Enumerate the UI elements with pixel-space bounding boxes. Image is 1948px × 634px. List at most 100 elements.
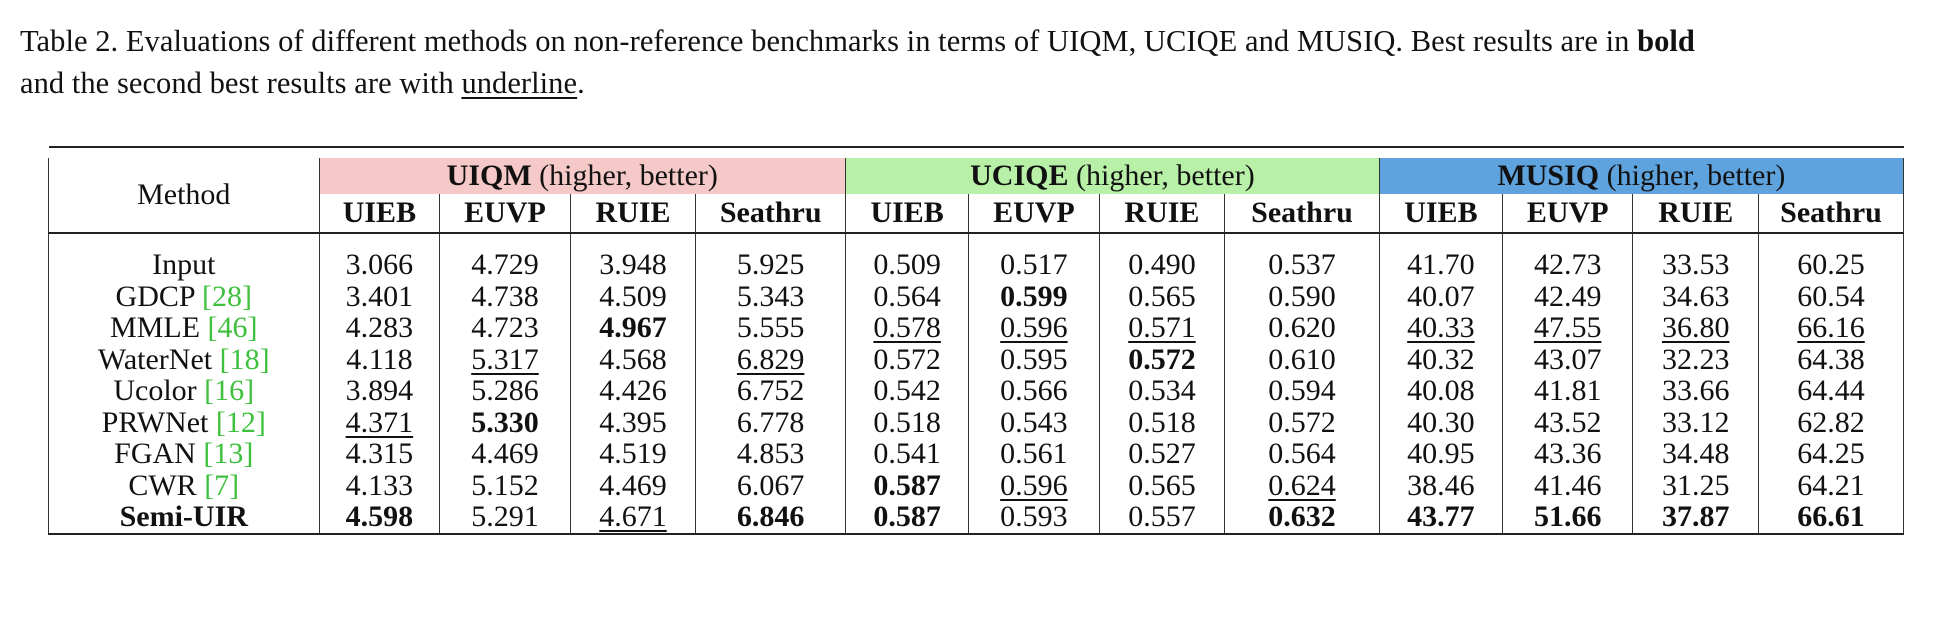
value-cell: 60.25: [1758, 248, 1904, 282]
metric-value: 4.853: [736, 437, 805, 471]
table-row: WaterNet [18] 4.118 5.317 4.568 6.829 0.572 0.…: [48, 342, 1904, 376]
citation-link[interactable]: [28]: [201, 279, 252, 313]
metric-value: 5.286: [471, 374, 539, 408]
metric-value: 6.067: [736, 468, 805, 502]
value-cell: 0.509: [845, 248, 969, 282]
metric-value: 0.578: [873, 311, 941, 345]
metric-value: 60.25: [1797, 248, 1865, 282]
subcol-uiqm-uieb: UIEB: [318, 194, 440, 234]
method-name-cell: WaterNet [18]: [48, 342, 320, 376]
table-row: Input 3.066 4.729 3.948 5.925 0.509 0.517 0.490…: [48, 248, 1904, 282]
value-cell: 40.95: [1378, 438, 1503, 470]
metric-value: 0.509: [873, 248, 941, 282]
metric-value: 0.543: [1000, 405, 1068, 439]
metric-value: 0.594: [1268, 374, 1336, 408]
value-cell: 5.343: [695, 279, 846, 313]
method-name-cell: Ucolor [16]: [48, 374, 320, 408]
value-cell: 0.594: [1224, 374, 1380, 408]
citation-link[interactable]: [7]: [204, 468, 240, 502]
value-cell: 0.572: [1224, 406, 1380, 438]
citation-link[interactable]: [18]: [219, 342, 270, 376]
value-cell: 42.49: [1501, 280, 1633, 312]
value-cell: 0.565: [1098, 468, 1225, 502]
value-cell: 5.152: [439, 469, 571, 501]
metric-value: 4.469: [471, 437, 539, 471]
metric-value: 0.632: [1268, 500, 1336, 534]
metric-value: 64.21: [1797, 468, 1865, 502]
subcol-uciqe-uieb: UIEB: [845, 194, 969, 234]
table-row: PRWNet [12] 4.371 5.330 4.395 6.778 0.518 0.54…: [48, 405, 1904, 439]
value-cell: 4.133: [318, 469, 440, 501]
metric-value: 6.752: [736, 374, 805, 408]
value-cell: 4.118: [318, 343, 440, 375]
subcol-uciqe-ruie: RUIE: [1098, 194, 1225, 234]
metric-value: 33.53: [1661, 248, 1730, 282]
metric-value: 0.517: [1000, 248, 1068, 282]
method-name: GDCP: [115, 279, 202, 313]
table-row: CWR [7] 4.133 5.152 4.469 6.067 0.587 0.596 0.5…: [48, 468, 1904, 502]
metric-value: 6.829: [736, 342, 805, 376]
method-name: CWR: [128, 468, 205, 502]
metric-value: 5.555: [736, 311, 805, 345]
method-name: PRWNet: [101, 405, 216, 439]
metric-value: 0.566: [1000, 374, 1068, 408]
metric-value: 5.343: [736, 279, 805, 313]
caption-text: Evaluations of different methods on non-…: [118, 24, 1638, 58]
value-cell: 0.534: [1098, 375, 1225, 407]
value-cell: 4.509: [569, 280, 696, 312]
metric-value: 4.315: [345, 437, 414, 471]
value-cell: 4.283: [318, 312, 440, 344]
value-cell: 0.537: [1224, 249, 1380, 281]
results-table: Method UIQM (higher, better) UCIQE (high…: [48, 146, 1905, 539]
value-cell: 0.572: [845, 343, 969, 375]
value-cell: 37.87: [1632, 501, 1759, 534]
value-cell: 6.846: [695, 500, 846, 534]
value-cell: 4.315: [318, 437, 440, 471]
metric-value: 4.598: [345, 500, 414, 534]
metric-value: 62.82: [1797, 405, 1865, 439]
metric-value: 41.46: [1533, 468, 1602, 502]
value-cell: 4.853: [695, 437, 846, 471]
metric-value: 0.561: [1000, 437, 1068, 471]
method-name: WaterNet: [97, 342, 220, 376]
metric-value: 6.846: [736, 500, 805, 534]
citation-link[interactable]: [46]: [207, 311, 258, 345]
caption-bold-word: bold: [1637, 24, 1695, 58]
value-cell: 4.738: [439, 279, 571, 313]
group-header-uiqm: UIQM (higher, better): [318, 158, 846, 194]
metric-value: 0.565: [1128, 468, 1196, 502]
citation-link[interactable]: [13]: [203, 437, 254, 471]
value-cell: 3.948: [569, 249, 696, 281]
value-cell: 62.82: [1758, 405, 1904, 439]
value-cell: 40.32: [1378, 343, 1503, 375]
method-name: MMLE: [110, 311, 208, 345]
table-row: MMLE [46] 4.283 4.723 4.967 5.555 0.578 0.596 0…: [48, 311, 1904, 345]
value-cell: 0.624: [1224, 468, 1380, 502]
metric-value: 0.593: [1000, 500, 1068, 534]
method-name-cell: PRWNet [12]: [48, 405, 320, 439]
metric-value: 43.52: [1533, 405, 1602, 439]
value-cell: 3.066: [318, 249, 440, 281]
table-row: FGAN [13] 4.315 4.469 4.519 4.853 0.541 0.561 0…: [48, 437, 1904, 471]
value-cell: 5.555: [695, 311, 846, 345]
citation-link[interactable]: [16]: [204, 374, 255, 408]
value-cell: 0.543: [968, 405, 1100, 439]
citation-link[interactable]: [12]: [215, 405, 266, 439]
metric-value: 0.572: [1128, 342, 1196, 376]
metric-value: 0.518: [1128, 405, 1196, 439]
metric-value: 40.33: [1407, 311, 1475, 345]
caption-text-line2: and the second best results are with: [20, 66, 462, 100]
metric-value: 4.738: [471, 279, 539, 313]
metric-value: 0.624: [1268, 468, 1336, 502]
value-cell: 47.55: [1501, 312, 1633, 344]
value-cell: 5.286: [439, 374, 571, 408]
value-cell: 0.632: [1224, 500, 1380, 534]
value-cell: 0.596: [968, 312, 1100, 344]
metric-value: 40.08: [1407, 374, 1475, 408]
method-name-cell: Semi-UIR: [48, 501, 320, 534]
value-cell: 64.21: [1758, 468, 1904, 502]
metric-value: 31.25: [1661, 468, 1730, 502]
value-cell: 32.23: [1632, 343, 1759, 375]
value-cell: 0.518: [845, 406, 969, 438]
metric-value: 40.07: [1407, 279, 1475, 313]
